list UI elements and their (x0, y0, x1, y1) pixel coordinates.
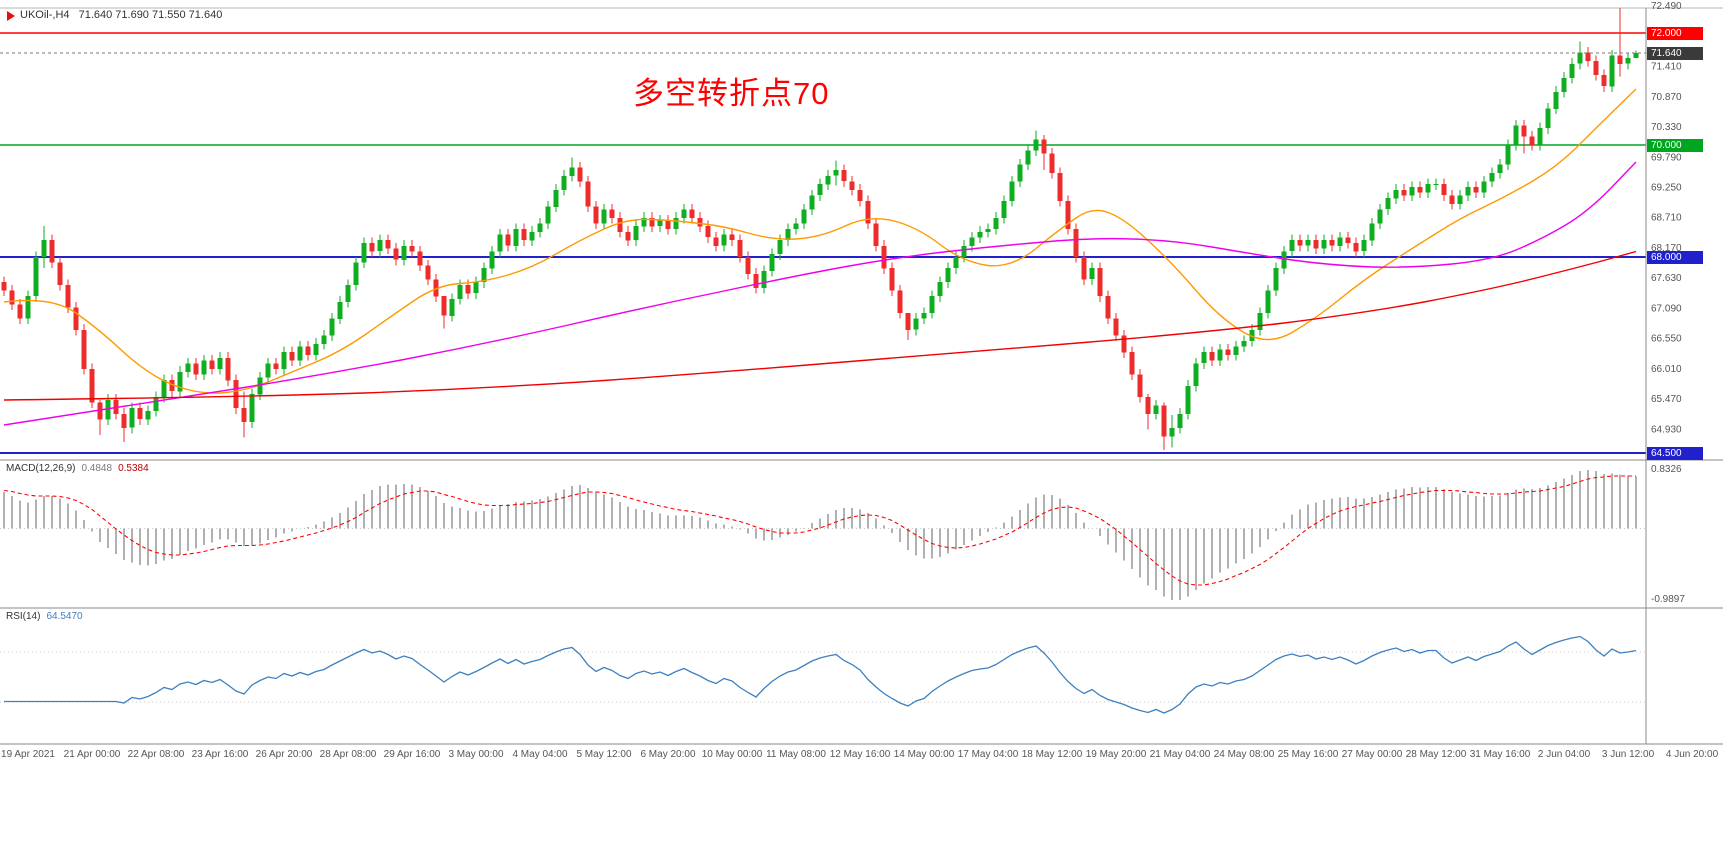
svg-text:11 May 08:00: 11 May 08:00 (766, 749, 826, 760)
svg-text:67.630: 67.630 (1651, 273, 1682, 284)
svg-text:66.550: 66.550 (1651, 334, 1682, 345)
svg-text:70.330: 70.330 (1651, 122, 1682, 133)
hline-badge-68.000: 68.000 (1647, 250, 1703, 264)
svg-text:23 Apr 16:00: 23 Apr 16:00 (192, 749, 249, 760)
svg-text:29 Apr 16:00: 29 Apr 16:00 (384, 749, 441, 760)
rsi-line (4, 635, 1637, 714)
svg-text:22 Apr 08:00: 22 Apr 08:00 (128, 749, 185, 760)
svg-text:68.170: 68.170 (1651, 243, 1682, 254)
macd-title: MACD(12,26,9) (6, 463, 76, 474)
price-grid-labels[interactable]: 72.490 71.410 70.870 70.330 69.790 69.250 68.7… (1651, 1, 1682, 436)
svg-text:28 May 12:00: 28 May 12:00 (1406, 749, 1467, 760)
svg-text:6 May 20:00: 6 May 20:00 (640, 749, 695, 760)
svg-text:26 Apr 20:00: 26 Apr 20:00 (256, 749, 313, 760)
svg-text:69.250: 69.250 (1651, 183, 1682, 194)
ma-mid-line (3, 161, 1637, 426)
rsi-value: 64.5470 (46, 611, 83, 622)
svg-text:12 May 16:00: 12 May 16:00 (830, 749, 891, 760)
svg-text:21 May 04:00: 21 May 04:00 (1150, 749, 1211, 760)
symbol-ohlc: 71.640 71.690 71.550 71.640 (78, 9, 223, 21)
svg-text:24 May 08:00: 24 May 08:00 (1214, 749, 1275, 760)
candles-layer (1, 8, 1639, 450)
svg-text:3 Jun 12:00: 3 Jun 12:00 (1602, 749, 1655, 760)
svg-text:10 May 00:00: 10 May 00:00 (702, 749, 763, 760)
svg-text:5 May 12:00: 5 May 12:00 (576, 749, 631, 760)
ma-fast-line (3, 88, 1637, 394)
svg-text:18 May 12:00: 18 May 12:00 (1022, 749, 1083, 760)
svg-text:14 May 00:00: 14 May 00:00 (894, 749, 955, 760)
svg-text:69.790: 69.790 (1651, 153, 1682, 164)
svg-text:70.870: 70.870 (1651, 92, 1682, 103)
svg-text:31 May 16:00: 31 May 16:00 (1470, 749, 1531, 760)
svg-text:4 Jun 20:00: 4 Jun 20:00 (1666, 749, 1719, 760)
symbol-name: UKOil-,H4 (20, 9, 70, 21)
macd-signal-value: 0.5384 (118, 463, 149, 474)
svg-text:4 May 04:00: 4 May 04:00 (512, 749, 567, 760)
hline-badge-70.000: 70.000 (1647, 138, 1703, 152)
svg-text:65.470: 65.470 (1651, 394, 1682, 405)
svg-text:68.710: 68.710 (1651, 213, 1682, 224)
svg-text:21 Apr 00:00: 21 Apr 00:00 (64, 749, 121, 760)
time-axis-labels[interactable]: 19 Apr 2021 21 Apr 00:00 22 Apr 08:00 23 Ap… (1, 749, 1719, 760)
svg-text:66.010: 66.010 (1651, 364, 1682, 375)
symbol-marker-icon (7, 11, 15, 21)
current-price-badge: 71.640 (1647, 46, 1703, 60)
svg-text:72.490: 72.490 (1651, 1, 1682, 12)
svg-text:19 May 20:00: 19 May 20:00 (1086, 749, 1147, 760)
macd-histogram (3, 470, 1637, 600)
svg-text:27 May 00:00: 27 May 00:00 (1342, 749, 1403, 760)
svg-text:67.090: 67.090 (1651, 304, 1682, 315)
macd-signal-line (3, 475, 1636, 586)
macd-axis-max-label: 0.8326 (1651, 464, 1682, 475)
chart-canvas[interactable]: 72.490 71.410 70.870 70.330 69.790 69.250 68.7… (0, 0, 1723, 760)
svg-text:17 May 04:00: 17 May 04:00 (958, 749, 1019, 760)
svg-text:3 May 00:00: 3 May 00:00 (448, 749, 503, 760)
svg-text:19 Apr 2021: 19 Apr 2021 (1, 749, 55, 760)
horizontal-lines (0, 32, 1646, 454)
svg-text:28 Apr 08:00: 28 Apr 08:00 (320, 749, 377, 760)
svg-text:71.410: 71.410 (1651, 62, 1682, 73)
svg-text:64.930: 64.930 (1651, 425, 1682, 436)
svg-text:2 Jun 04:00: 2 Jun 04:00 (1538, 749, 1591, 760)
symbol-header: UKOil-,H4 71.640 71.690 71.550 71.640 (20, 9, 222, 21)
macd-header: MACD(12,26,9) 0.4848 0.5384 (6, 463, 149, 474)
svg-text:25 May 16:00: 25 May 16:00 (1278, 749, 1339, 760)
macd-axis-min-label: -0.9897 (1651, 594, 1685, 605)
hline-badge-72.000: 72.000 (1647, 26, 1703, 40)
ma-slow-line (3, 250, 1637, 401)
chart-annotation: 多空转折点70 (633, 76, 830, 111)
rsi-title: RSI(14) (6, 611, 41, 622)
rsi-header: RSI(14) 64.5470 (6, 611, 83, 622)
macd-main-value: 0.4848 (81, 463, 113, 474)
hline-badge-64.500: 64.500 (1647, 446, 1703, 460)
